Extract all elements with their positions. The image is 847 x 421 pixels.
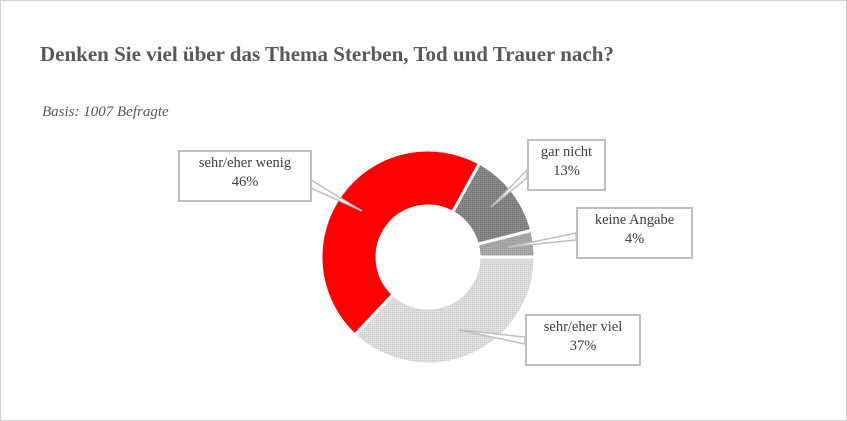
chart-subtitle: Basis: 1007 Befragte: [42, 104, 169, 120]
segment-sehr-eher-viel: [352, 255, 537, 366]
data-label-sehr-eher-wenig: sehr/eher wenig 46%: [178, 150, 312, 202]
chart-title: Denken Sie viel über das Thema Sterben, …: [40, 42, 614, 66]
segment-sehr-eher-wenig: [319, 148, 482, 338]
segment-keine-angabe: [475, 228, 537, 259]
data-label-sehr-eher-viel: sehr/eher viel 37%: [525, 314, 641, 366]
label-value: 37%: [569, 338, 597, 354]
data-label-gar-nicht: gar nicht 13%: [527, 139, 606, 191]
label-value: 46%: [231, 174, 259, 190]
label-name: keine Angabe: [594, 212, 675, 228]
label-value: 4%: [624, 231, 645, 247]
label-name: sehr/eher wenig: [198, 155, 292, 171]
donut-segments: [319, 148, 537, 366]
label-name: sehr/eher viel: [543, 319, 623, 335]
label-value: 13%: [553, 163, 580, 179]
label-name: gar nicht: [540, 144, 593, 160]
data-label-keine-angabe: keine Angabe 4%: [576, 207, 693, 259]
